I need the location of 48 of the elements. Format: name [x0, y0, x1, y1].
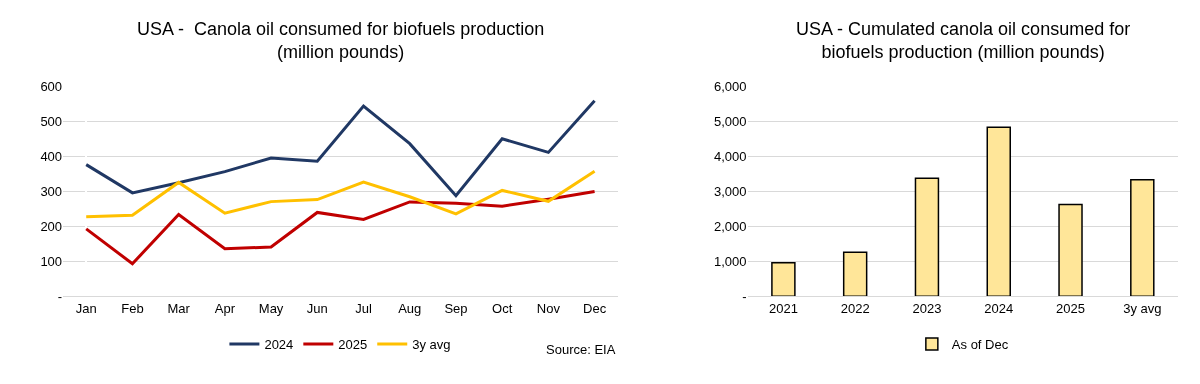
- x-tick-label: Oct: [492, 300, 513, 316]
- x-tick-label: Sep: [444, 300, 468, 316]
- x-tick-label: Dec: [583, 300, 607, 316]
- y-tick-label: -: [57, 288, 63, 304]
- x-tick-label: 2024: [984, 300, 1014, 316]
- x-tick-label: Nov: [536, 300, 561, 316]
- bar: [914, 177, 940, 297]
- x-tick-label: 2022: [840, 300, 870, 316]
- y-tick-label: 5,000: [713, 114, 747, 130]
- x-tick-label: Jun: [306, 300, 328, 316]
- legend-label: 2024: [264, 337, 294, 353]
- line-series: [84, 190, 597, 266]
- bar: [1130, 178, 1155, 297]
- line-series: [84, 99, 597, 198]
- y-tick-label: 500: [40, 114, 63, 130]
- line-series: [84, 169, 597, 219]
- y-tick-label: 100: [40, 253, 63, 269]
- x-tick-label: Feb: [121, 300, 144, 316]
- x-tick-label: 2025: [1056, 300, 1085, 316]
- y-tick-label: 600: [40, 79, 63, 95]
- x-tick-label: 2021: [768, 300, 798, 316]
- source-note: Source: EIA: [546, 342, 616, 357]
- x-tick-label: Aug: [398, 300, 422, 316]
- y-tick-label: 3,000: [713, 184, 747, 200]
- chart-title: USA - Cumulated canola oil consumed for biofuels production (million pounds): [796, 19, 1131, 63]
- y-tick-label: 1,000: [713, 253, 747, 269]
- legend-label: As of Dec: [951, 337, 1009, 353]
- bar: [986, 126, 1011, 297]
- y-tick-label: 200: [40, 218, 63, 234]
- bar: [771, 261, 796, 297]
- y-tick-label: 300: [40, 184, 63, 200]
- x-tick-label: Apr: [214, 300, 236, 316]
- x-tick-label: 3y avg: [1123, 300, 1162, 316]
- x-tick-label: May: [258, 300, 284, 316]
- y-tick-label: 4,000: [713, 149, 747, 165]
- bar: [1058, 203, 1083, 297]
- x-tick-label: Jan: [75, 300, 97, 316]
- bar: [842, 251, 868, 297]
- x-tick-label: Mar: [167, 300, 191, 316]
- x-tick-label: Jul: [355, 300, 372, 316]
- x-tick-label: 2023: [912, 300, 942, 316]
- y-tick-label: 400: [40, 149, 63, 165]
- y-tick-label: -: [742, 288, 747, 304]
- y-tick-label: 2,000: [713, 218, 747, 234]
- chart-title: USA - Canola oil consumed for biofuels production (million pounds): [137, 19, 545, 63]
- legend-label: 3y avg: [412, 337, 451, 353]
- legend-label: 2025: [338, 337, 368, 353]
- y-tick-label: 6,000: [713, 79, 747, 95]
